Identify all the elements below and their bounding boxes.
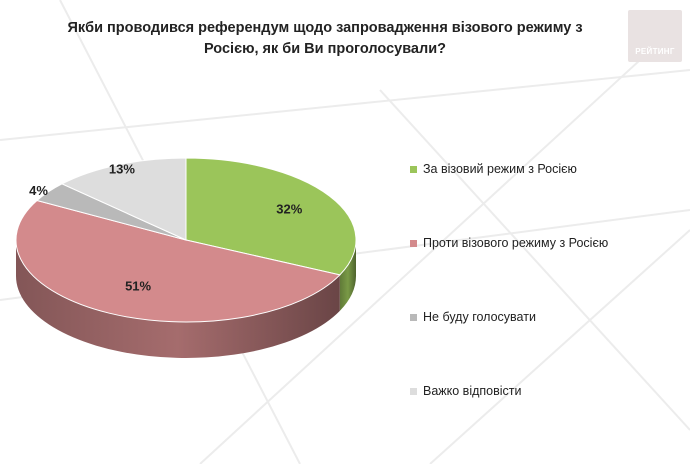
data-label-2: 51%	[125, 278, 151, 293]
legend-label: За візовий режим з Росією	[423, 162, 577, 176]
slice-2-top	[15, 199, 341, 323]
rating-logo: РЕЙТИНГ	[628, 10, 682, 62]
legend-swatch	[410, 313, 417, 321]
chart-title: Якби проводився референдум щодо запровад…	[67, 20, 583, 57]
slice-2-side	[16, 240, 340, 358]
legend-item-1: За візовий режим з Росією	[410, 162, 577, 176]
legend-swatch	[410, 165, 417, 173]
legend-swatch	[410, 239, 417, 247]
legend-item-3: Не буду голосувати	[410, 310, 536, 324]
pie-sides	[16, 240, 356, 358]
legend-label: Не буду голосувати	[423, 310, 536, 324]
slice-1-top	[185, 157, 357, 276]
slice-1-side	[339, 240, 356, 311]
legend-label: Важко відповісти	[423, 384, 522, 398]
pie-tops	[15, 157, 357, 323]
data-label-4: 13%	[109, 162, 135, 177]
logo-text: РЕЙТИНГ	[635, 47, 675, 56]
legend-item-2: Проти візового режиму з Росією	[410, 236, 608, 250]
legend-item-4: Важко відповісти	[410, 384, 522, 398]
data-label-3: 4%	[29, 183, 48, 198]
data-label-1: 32%	[276, 201, 302, 216]
legend-label: Проти візового режиму з Росією	[423, 236, 609, 250]
legend-swatch	[410, 387, 417, 395]
slice-4-top	[60, 157, 187, 241]
